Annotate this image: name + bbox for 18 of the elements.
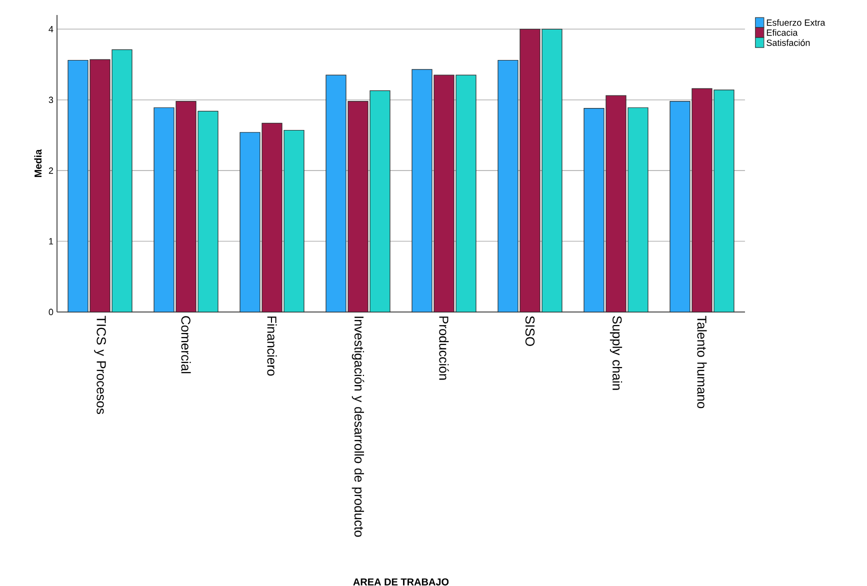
x-tick-label: Producción bbox=[439, 316, 449, 380]
legend-label: Esfuerzo Extra bbox=[766, 19, 826, 26]
x-tick-label: Comercial bbox=[181, 316, 191, 374]
legend-label: Satisfación bbox=[766, 39, 810, 46]
y-tick-label: 2 bbox=[48, 167, 54, 174]
y-tick-label: 1 bbox=[49, 238, 54, 244]
x-tick-label: Financiero bbox=[267, 316, 277, 376]
y-tick-label: 0 bbox=[48, 308, 54, 316]
x-tick-label: SISO bbox=[525, 316, 535, 346]
x-tick-label: Investigación y desarrollo de producto bbox=[352, 316, 364, 537]
y-tick-label: 3 bbox=[48, 96, 54, 104]
x-tick-label: TICS y Procesos bbox=[94, 316, 106, 414]
legend-label: Eficacia bbox=[766, 29, 798, 36]
x-tick-label: Supply chain bbox=[610, 316, 622, 390]
x-axis-title: AREA DE TRABAJO bbox=[353, 578, 449, 586]
x-tick-label: Talento humano bbox=[697, 316, 707, 408]
y-axis-title: Media bbox=[34, 149, 42, 177]
y-tick-label: 4 bbox=[48, 26, 54, 32]
